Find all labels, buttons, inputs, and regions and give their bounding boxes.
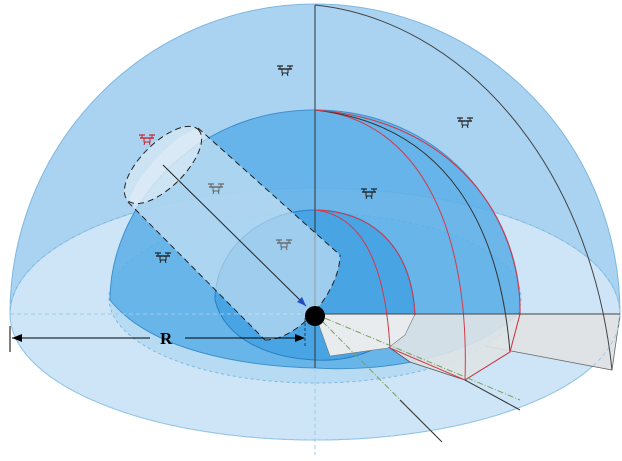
red-sector-edge bbox=[389, 313, 521, 381]
black-meridian-1 bbox=[314, 109, 511, 353]
ground-line-2 bbox=[314, 313, 521, 401]
ground-line-3 bbox=[399, 399, 443, 443]
red-meridian-3 bbox=[314, 209, 391, 349]
radius-label: R bbox=[160, 329, 173, 348]
ground-line-4 bbox=[464, 379, 521, 411]
coverage-cylinder bbox=[123, 125, 341, 341]
radius-dimension bbox=[9, 318, 306, 352]
center-point bbox=[305, 306, 325, 326]
red-meridian-1 bbox=[314, 109, 466, 381]
red-meridian-4 bbox=[314, 209, 416, 316]
outer-meridian bbox=[314, 4, 613, 371]
red-meridian-2 bbox=[314, 109, 521, 315]
